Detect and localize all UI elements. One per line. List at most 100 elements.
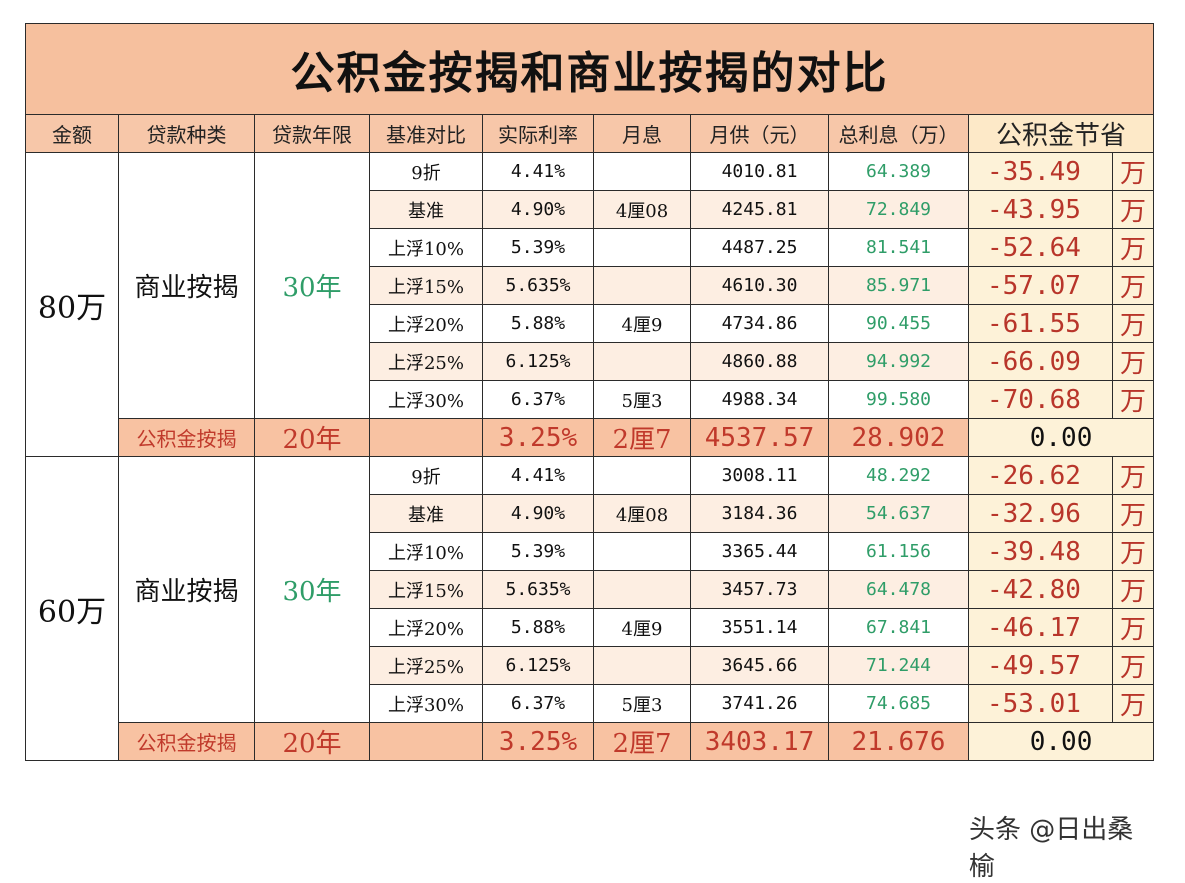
rate-cell: 4.90%: [482, 494, 594, 533]
provident-fund-type: 公积金按揭: [118, 418, 255, 457]
provident-fund-total-interest: 21.676: [828, 722, 969, 761]
table-row: 上浮25% 6.125% 3645.66 71.244 -49.57 万: [26, 646, 1155, 685]
table-row: 上浮10% 5.39% 3365.44 61.156 -39.48 万: [26, 532, 1155, 571]
monthly-interest-cell: [593, 152, 691, 191]
unit-cell: 万: [1111, 266, 1155, 305]
provident-fund-total-interest: 28.902: [828, 418, 969, 457]
total-interest-cell: 71.244: [828, 646, 969, 685]
table-row: 基准 4.90% 4厘08 3184.36 54.637 -32.96 万: [26, 494, 1155, 533]
monthly-payment-cell: 4860.88: [690, 342, 829, 381]
header-loan-type: 贷款种类: [118, 114, 255, 153]
provident-fund-savings: 0.00: [967, 418, 1155, 457]
loan-years: 30年: [254, 152, 370, 419]
header-loan-years: 贷款年限: [254, 114, 370, 153]
total-interest-cell: 72.849: [828, 190, 969, 229]
monthly-payment-cell: 4610.30: [690, 266, 829, 305]
total-interest-cell: 94.992: [828, 342, 969, 381]
savings-cell: -26.62: [968, 456, 1113, 495]
provident-fund-row: 公积金按揭 20年 3.25% 2厘7 3403.17 21.676 0.00: [26, 722, 1155, 761]
savings-cell: -52.64: [968, 228, 1113, 267]
benchmark-cell: 上浮30%: [369, 684, 483, 723]
savings-cell: -32.96: [968, 494, 1113, 533]
comparison-table: 公积金按揭和商业按揭的对比 金额 贷款种类 贷款年限 基准对比 实际利率 月息 …: [24, 23, 1155, 761]
savings-cell: -43.95: [968, 190, 1113, 229]
monthly-interest-cell: [593, 228, 691, 267]
total-interest-cell: 85.971: [828, 266, 969, 305]
rate-cell: 5.635%: [482, 570, 594, 609]
savings-cell: -39.48: [968, 532, 1113, 571]
rate-cell: 5.88%: [482, 608, 594, 647]
monthly-payment-cell: 4988.34: [690, 380, 829, 419]
monthly-payment-cell: 3645.66: [690, 646, 829, 685]
unit-cell: 万: [1111, 646, 1155, 685]
total-interest-cell: 90.455: [828, 304, 969, 343]
savings-cell: -42.80: [968, 570, 1113, 609]
monthly-interest-cell: 4厘9: [593, 608, 691, 647]
provident-fund-monthly-payment: 3403.17: [690, 722, 829, 761]
unit-cell: 万: [1111, 494, 1155, 533]
table-row: 60万 商业按揭 30年 9折 4.41% 3008.11 48.292 -26.62 万: [25, 456, 1155, 761]
provident-fund-rate: 3.25%: [482, 418, 594, 457]
rate-cell: 5.635%: [482, 266, 594, 305]
monthly-interest-cell: 4厘08: [593, 494, 691, 533]
savings-cell: -53.01: [968, 684, 1113, 723]
monthly-payment-cell: 4010.81: [690, 152, 829, 191]
table-row: 上浮15% 5.635% 4610.30 85.971 -57.07 万: [26, 266, 1155, 305]
benchmark-cell: 9折: [369, 456, 483, 495]
loan-type: 商业按揭: [118, 456, 255, 723]
monthly-payment-cell: 3184.36: [690, 494, 829, 533]
unit-cell: 万: [1111, 684, 1155, 723]
header-row: 金额 贷款种类 贷款年限 基准对比 实际利率 月息 月供（元） 总利息（万） 公…: [25, 114, 1155, 153]
savings-cell: -35.49: [968, 152, 1113, 191]
monthly-interest-cell: 4厘9: [593, 304, 691, 343]
monthly-interest-cell: [593, 456, 691, 495]
rate-cell: 6.125%: [482, 342, 594, 381]
monthly-interest-cell: [593, 342, 691, 381]
benchmark-cell: 上浮10%: [369, 532, 483, 571]
savings-cell: -66.09: [968, 342, 1113, 381]
header-savings: 公积金节省: [967, 114, 1155, 153]
benchmark-cell: 上浮10%: [369, 228, 483, 267]
savings-cell: -49.57: [968, 646, 1113, 685]
benchmark-cell: 上浮15%: [369, 570, 483, 609]
unit-cell: 万: [1111, 532, 1155, 571]
monthly-interest-cell: 5厘3: [593, 684, 691, 723]
table-row: 上浮25% 6.125% 4860.88 94.992 -66.09 万: [26, 342, 1155, 381]
rate-cell: 5.39%: [482, 532, 594, 571]
loan-years: 30年: [254, 456, 370, 723]
total-interest-cell: 64.389: [828, 152, 969, 191]
total-interest-cell: 54.637: [828, 494, 969, 533]
benchmark-cell: 上浮25%: [369, 342, 483, 381]
unit-cell: 万: [1111, 608, 1155, 647]
rate-cell: 5.39%: [482, 228, 594, 267]
table-row: 上浮30% 6.37% 5厘3 4988.34 99.580 -70.68 万: [26, 380, 1155, 419]
total-interest-cell: 67.841: [828, 608, 969, 647]
provident-fund-monthly-interest: 2厘7: [593, 418, 691, 457]
provident-fund-benchmark: [369, 418, 483, 457]
table-row: 上浮20% 5.88% 4厘9 3551.14 67.841 -46.17 万: [26, 608, 1155, 647]
total-interest-cell: 81.541: [828, 228, 969, 267]
header-actual-rate: 实际利率: [482, 114, 594, 153]
loan-type: 商业按揭: [118, 152, 255, 419]
monthly-payment-cell: 4487.25: [690, 228, 829, 267]
savings-cell: -57.07: [968, 266, 1113, 305]
benchmark-cell: 上浮15%: [369, 266, 483, 305]
rate-cell: 6.125%: [482, 646, 594, 685]
provident-fund-monthly-interest: 2厘7: [593, 722, 691, 761]
monthly-interest-cell: [593, 532, 691, 571]
provident-fund-type: 公积金按揭: [118, 722, 255, 761]
table-row: 上浮30% 6.37% 5厘3 3741.26 74.685 -53.01 万: [26, 684, 1155, 723]
total-interest-cell: 64.478: [828, 570, 969, 609]
rate-cell: 4.90%: [482, 190, 594, 229]
provident-fund-monthly-payment: 4537.57: [690, 418, 829, 457]
comparison-sheet: 公积金按揭和商业按揭的对比 金额 贷款种类 贷款年限 基准对比 实际利率 月息 …: [24, 23, 1155, 882]
unit-cell: 万: [1111, 190, 1155, 229]
unit-cell: 万: [1111, 456, 1155, 495]
monthly-payment-cell: 4245.81: [690, 190, 829, 229]
monthly-interest-cell: 4厘08: [593, 190, 691, 229]
watermark: 头条 @日出桑榆: [969, 815, 1134, 882]
rate-cell: 6.37%: [482, 380, 594, 419]
total-interest-cell: 74.685: [828, 684, 969, 723]
rate-cell: 4.41%: [482, 152, 594, 191]
rate-cell: 6.37%: [482, 684, 594, 723]
